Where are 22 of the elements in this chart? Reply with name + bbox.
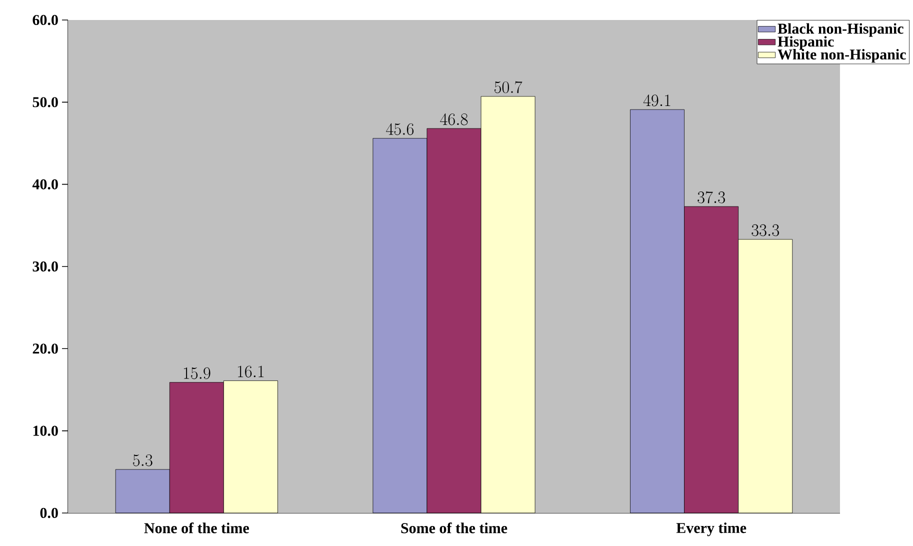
- data-label: 50.7: [494, 81, 522, 94]
- data-label: 16. 1: [238, 366, 264, 378]
- data-label: 5.3: [133, 454, 152, 466]
- y-tick-label: 0.0: [40, 508, 58, 518]
- data-label: 49. 1: [643, 94, 670, 106]
- data-label: 33.3: [752, 224, 780, 236]
- y-tick-label: 40.0: [32, 179, 58, 190]
- legend-label: Hispanic: [778, 36, 834, 50]
- data-label: 15.9: [184, 367, 210, 380]
- x-tick-label: None of the time: [144, 522, 249, 534]
- data-label: 46.8: [440, 113, 468, 126]
- x-tick-label: Every time: [676, 522, 746, 536]
- y-tick-label: 30.0: [32, 261, 58, 272]
- y-tick-label: 20.0: [32, 344, 58, 354]
- y-tick-label: 50.0: [32, 97, 58, 108]
- y-tick-label: 10.0: [33, 426, 58, 436]
- data-label: 37.3: [698, 191, 725, 204]
- legend-label: White non-Hispanic: [778, 49, 906, 63]
- legend-label: Black non-Hispanic: [778, 23, 904, 37]
- y-tick-label: 60.0: [32, 14, 58, 26]
- data-label: 45.6: [386, 123, 414, 136]
- x-tick-label: Some of the time: [401, 522, 508, 534]
